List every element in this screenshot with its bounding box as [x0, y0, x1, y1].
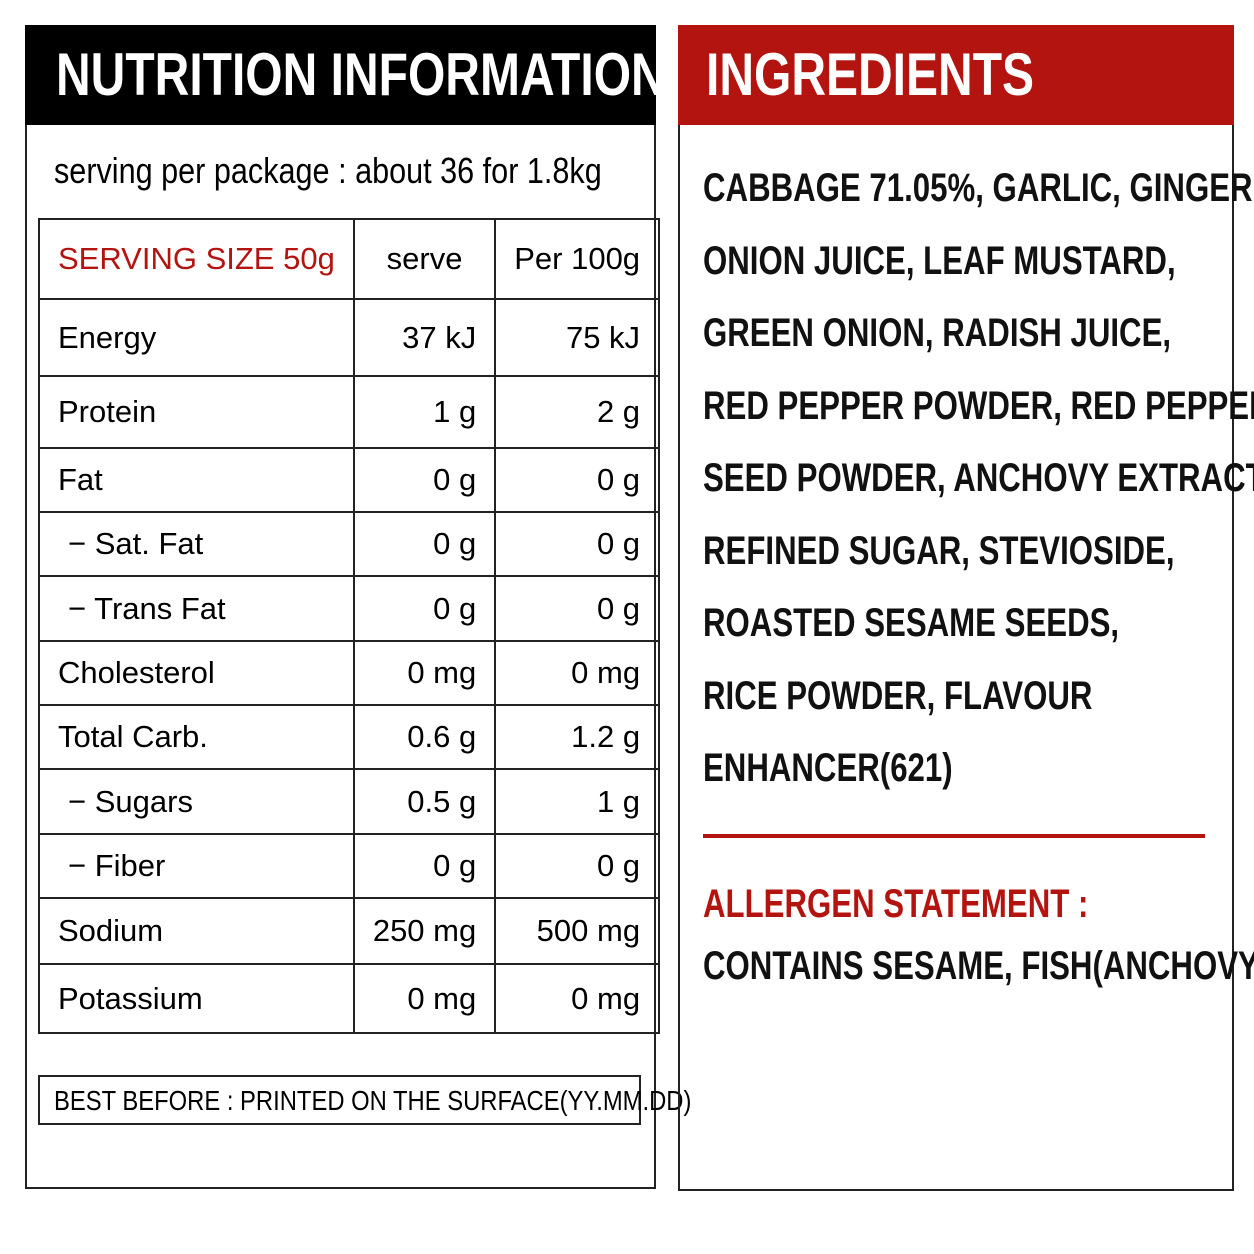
cell-value: 0 mg [494, 963, 661, 1034]
table-row: Cholesterol 0 mg 0 mg [38, 640, 661, 706]
row-label: Sodium [38, 897, 355, 965]
cell-value: 0.5 g [352, 768, 497, 835]
cell-value: 0 mg [494, 640, 661, 706]
ingredients-title: INGREDIENTS [706, 41, 1035, 108]
cell-value: 0 g [494, 575, 661, 642]
cell-value: 37 kJ [352, 298, 497, 377]
cell-value: 1 g [352, 375, 497, 449]
cell-value: 75 kJ [494, 298, 661, 377]
ingredient-line: SEED POWDER, ANCHOVY EXTRACT, [703, 456, 1254, 500]
cell-value: 0 g [494, 511, 661, 577]
cell-value: 0.6 g [352, 704, 497, 770]
cell-value: 0 g [352, 511, 497, 577]
cell-value: 0 g [352, 575, 497, 642]
ingredient-line: RED PEPPER POWDER, RED PEPPER [703, 383, 1254, 428]
table-row: Total Carb. 0.6 g 1.2 g [38, 704, 661, 770]
row-label: Potassium [38, 963, 355, 1034]
cell-value: 1 g [494, 768, 661, 835]
ingredient-line: REFINED SUGAR, STEVIOSIDE, [703, 528, 1175, 573]
cell-value: 500 mg [494, 897, 661, 965]
ingredient-line: ONION JUICE, LEAF MUSTARD, [703, 238, 1176, 283]
ingredient-line: GREEN ONION, RADISH JUICE, [703, 311, 1172, 355]
row-label: − Sat. Fat [38, 511, 355, 577]
ingredient-line: ROASTED SESAME SEEDS, [703, 601, 1120, 645]
cell-value: 250 mg [352, 897, 497, 965]
cell-value: 0 g [494, 447, 661, 513]
serving-info: serving per package : about 36 for 1.8kg [54, 150, 602, 191]
cell-value: 0 g [494, 833, 661, 899]
table-row: Potassium 0 mg 0 mg [38, 963, 661, 1034]
ingredient-line: CABBAGE 71.05%, GARLIC, GINGER, [703, 166, 1254, 210]
table-row: Energy 37 kJ 75 kJ [38, 298, 661, 377]
nutrition-title: NUTRITION INFORMATION [56, 41, 666, 108]
table-row: Sodium 250 mg 500 mg [38, 897, 661, 965]
row-label: Cholesterol [38, 640, 355, 706]
cell-value: Per 100g [494, 218, 661, 300]
cell-value: 0 mg [352, 640, 497, 706]
cell-value: 1.2 g [494, 704, 661, 770]
row-label: Energy [38, 298, 355, 377]
row-label: − Trans Fat [38, 575, 355, 642]
row-label: − Sugars [38, 768, 355, 835]
table-row: SERVING SIZE 50g serve Per 100g [38, 218, 661, 300]
divider [703, 834, 1205, 838]
cell-value: 0 g [352, 447, 497, 513]
allergen-text: CONTAINS SESAME, FISH(ANCHOVY) [703, 944, 1254, 988]
ingredient-line: ENHANCER(621) [703, 746, 953, 790]
cell-value: 2 g [494, 375, 661, 449]
row-label: Fat [38, 447, 355, 513]
row-label: Total Carb. [38, 704, 355, 770]
nutrition-header [25, 25, 656, 125]
row-label: Protein [38, 375, 355, 449]
allergen-title: ALLERGEN STATEMENT : [703, 882, 1089, 926]
cell-value: 0 g [352, 833, 497, 899]
best-before-box [38, 1075, 641, 1125]
row-label: − Fiber [38, 833, 355, 899]
best-before: BEST BEFORE : PRINTED ON THE SURFACE(YY.… [54, 1085, 692, 1116]
cell-value: 0 mg [352, 963, 497, 1034]
row-label: SERVING SIZE 50g [38, 218, 355, 300]
cell-value: serve [352, 218, 497, 300]
ingredient-line: RICE POWDER, FLAVOUR [703, 673, 1093, 718]
ingredients-header [678, 25, 1234, 125]
nutrition-table: SERVING SIZE 50g serve Per 100g Energy 37 kJ… [38, 218, 661, 1034]
